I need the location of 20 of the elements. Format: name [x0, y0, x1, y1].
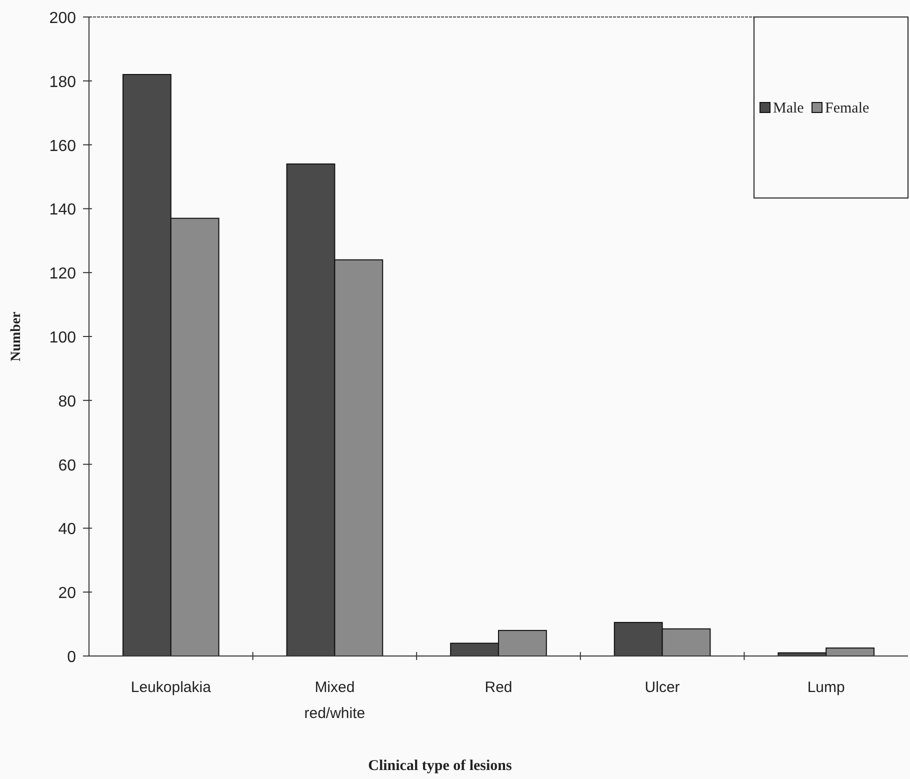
x-tick-label: Leukoplakia — [130, 679, 212, 696]
y-tick-label: 200 — [49, 10, 76, 27]
y-tick-label: 20 — [58, 585, 76, 602]
y-tick-label: 120 — [49, 266, 76, 283]
y-tick-label: 140 — [49, 202, 76, 219]
x-tick-label: Ulcer — [644, 679, 680, 696]
y-tick-label: 180 — [49, 74, 76, 91]
legend-label: Female — [825, 100, 870, 116]
y-axis-title: Number — [9, 312, 24, 362]
y-tick-label: 100 — [49, 330, 76, 346]
y-tick-label: 160 — [49, 138, 76, 155]
x-axis-title: Clinical type of lesions — [368, 758, 512, 774]
y-tick-label: 80 — [58, 393, 76, 410]
x-tick-label: Red — [484, 679, 512, 696]
y-tick-label: 0 — [67, 649, 76, 666]
y-tick-label: 60 — [58, 457, 76, 474]
x-tick-label: Lump — [807, 679, 845, 696]
y-tick-label: 40 — [58, 521, 76, 538]
legend-label: Male — [773, 100, 804, 116]
x-tick-label: Mixed red/white — [304, 679, 366, 722]
